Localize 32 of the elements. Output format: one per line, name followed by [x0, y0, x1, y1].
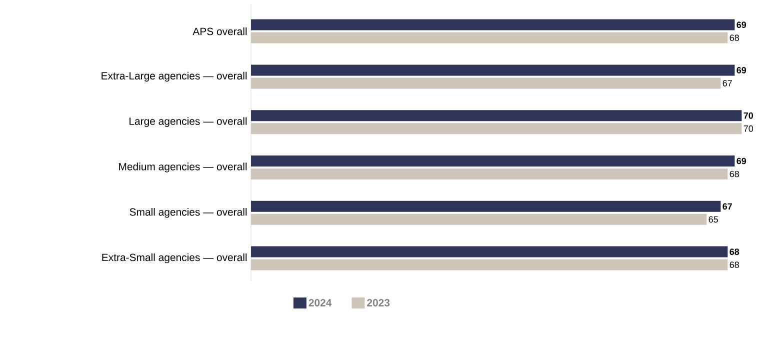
y-tick-label: Small agencies — overall [130, 208, 247, 218]
bar [251, 200, 721, 212]
data-label: 70 [744, 112, 754, 119]
bar [251, 64, 735, 76]
data-label: 69 [736, 67, 746, 74]
bar [251, 19, 735, 30]
data-label: 67 [722, 80, 732, 86]
legend-label: 2023 [367, 299, 390, 306]
data-label: 68 [730, 262, 739, 268]
bar [251, 214, 707, 225]
bar [251, 32, 728, 44]
y-tick-label: Large agencies — overall [130, 117, 247, 127]
data-label: 68 [730, 34, 739, 41]
data-label: 68 [730, 248, 740, 255]
y-tick-label: Medium agencies — overall [119, 162, 247, 172]
y-tick-label: Extra-Large agencies — overall [102, 72, 247, 82]
data-label: 69 [736, 158, 746, 164]
data-label: 68 [730, 170, 739, 178]
bar [251, 110, 742, 122]
data-label: 69 [736, 22, 746, 28]
bar [251, 123, 742, 134]
bar [251, 246, 728, 258]
data-label: 67 [722, 203, 732, 210]
bar [251, 168, 728, 180]
bar [251, 259, 728, 270]
y-tick-label: Extra-Small agencies — overall [102, 253, 247, 264]
legend-label: 2024 [308, 299, 332, 306]
y-tick-label: APS overall [192, 27, 247, 36]
bar [251, 156, 735, 166]
data-label: 65 [708, 216, 718, 223]
bar [251, 78, 721, 89]
data-label: 70 [744, 125, 754, 132]
